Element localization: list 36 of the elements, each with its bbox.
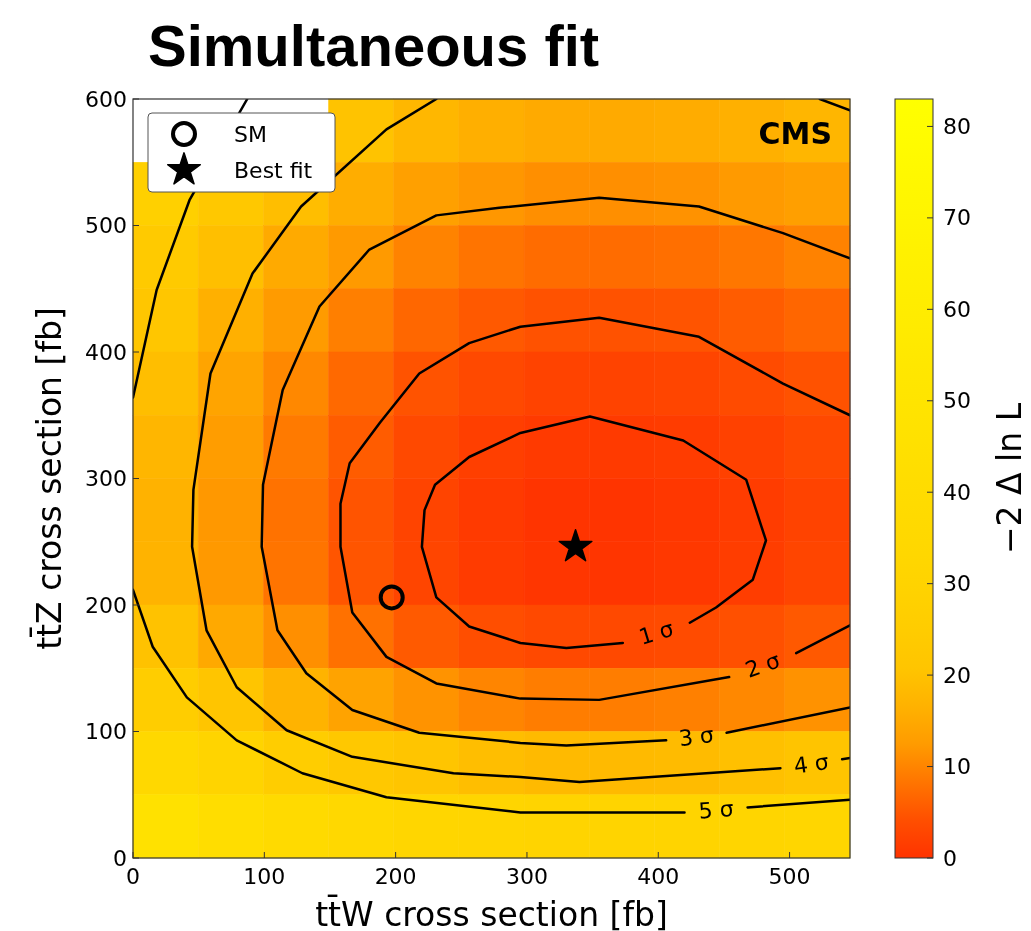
color-bar-label: 0: [943, 845, 957, 871]
y-tick-label: 300: [85, 466, 127, 491]
color-bar-label: 50: [943, 388, 971, 414]
x-tick-label: 500: [768, 864, 811, 889]
text: 1 σ: [635, 615, 677, 650]
text: 2 σ: [742, 647, 784, 683]
annotation: CMS: [758, 116, 832, 151]
y-tick-label: 0: [113, 845, 127, 871]
color-bar-title: −2 Δ ln L: [990, 402, 1029, 555]
color-bar-label: 70: [943, 205, 971, 231]
y-tick-label: 500: [85, 213, 127, 238]
x-axis-title: tt̄W cross section [fb]: [315, 893, 668, 931]
y-tick-label: 100: [85, 719, 127, 744]
line-series: [420, 415, 768, 650]
line-series: [339, 316, 850, 702]
color-bar-label: 10: [943, 754, 971, 780]
text: 4 σ: [792, 748, 831, 779]
series-label: 5 σ: [697, 796, 735, 824]
color-bar-label: 40: [943, 479, 971, 505]
x-tick-label: 300: [505, 864, 548, 889]
y-tick-label: 200: [85, 592, 127, 618]
y-tick-label: 400: [85, 339, 127, 365]
color-bar-label: 20: [943, 662, 971, 688]
x-tick-label: 200: [374, 864, 417, 889]
y-tick-label: 600: [85, 86, 127, 112]
text: 3 σ: [677, 721, 716, 752]
line-series: [260, 196, 850, 747]
chart-title: Simultaneous fit: [148, 13, 600, 78]
legend-label: Best fit: [234, 157, 313, 183]
y-axis-title: tt̄Z cross section [fb]: [28, 307, 69, 650]
x-tick-label: 100: [243, 864, 286, 889]
x-tick-label: 400: [637, 864, 680, 889]
color-bar-label: 30: [943, 571, 971, 597]
color-bar-label: 60: [943, 296, 971, 322]
color-bar-label: 80: [943, 113, 971, 139]
legend-label: SM: [234, 121, 267, 147]
